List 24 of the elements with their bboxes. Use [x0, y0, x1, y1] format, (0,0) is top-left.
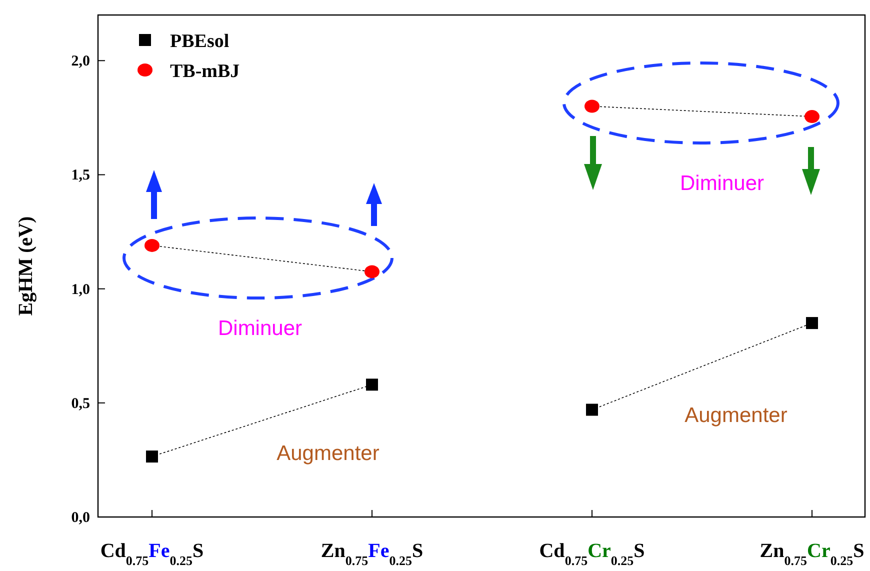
x-tick-label: Cd$_{0.75}$Cr$_{0.25}$S [539, 540, 645, 568]
annotation: Diminuer [218, 317, 302, 340]
x-tick-label: Zn$_{0.75}$Fe$_{0.25}$S [320, 540, 424, 568]
point [806, 317, 818, 330]
legend-label: PBEsol [170, 31, 230, 52]
annotation: Augmenter [276, 442, 380, 465]
point [366, 378, 378, 391]
y-tick-label: 2,0 [71, 54, 90, 70]
point [586, 404, 598, 416]
legend-label: TB-mBJ [170, 61, 240, 82]
y-tick-label: 1,5 [71, 168, 90, 184]
x-tick-label: Zn$_{0.75}$Cr$_{0.25}$S [760, 540, 864, 568]
annotation: Diminuer [680, 172, 764, 195]
y-tick-label: 0,5 [71, 396, 90, 412]
y-tick-label: 1,0 [71, 282, 90, 298]
y-axis-title: EgHM (eV) [15, 216, 37, 316]
point [364, 265, 380, 278]
point [584, 100, 600, 113]
x-tick-label: Cd$_{0.75}$Fe$_{0.25}$S [100, 540, 204, 568]
point [146, 450, 158, 463]
annotation: Augmenter [684, 404, 788, 427]
point [804, 110, 820, 124]
point [144, 238, 160, 252]
y-tick-label: 0,0 [71, 510, 90, 526]
